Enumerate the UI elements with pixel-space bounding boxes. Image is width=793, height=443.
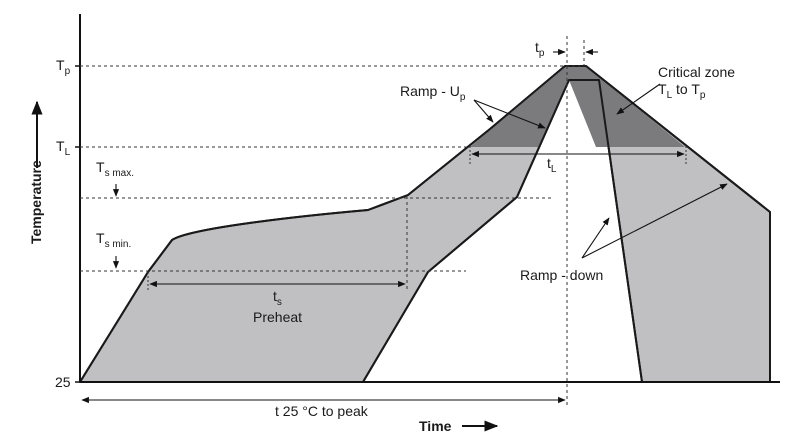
y-axis-title: Temperature (28, 160, 44, 244)
rampup-leader-1 (473, 99, 494, 123)
label-tp: Tp (56, 57, 71, 77)
label-time-to-peak: t 25 °C to peak (275, 403, 369, 419)
profile-upper-edge (79, 65, 771, 383)
label-ramp-down: Ramp - down (520, 267, 603, 283)
label-ts-max: Ts max. (96, 159, 134, 179)
rampdown-leader-2 (581, 183, 728, 259)
profile-inner-edge (362, 79, 643, 383)
rampup-leader-2 (473, 99, 546, 129)
label-ramp-up: Ramp - Up (400, 83, 466, 103)
label-preheat: Preheat (253, 309, 302, 325)
profile-band (79, 65, 771, 383)
critical-leader (616, 83, 661, 115)
critical-zone (470, 66, 685, 147)
label-critical-zone-1: Critical zone (658, 64, 735, 80)
label-critical-zone-2: TL to Tp (658, 81, 706, 101)
label-ts-min: Ts min. (96, 230, 131, 250)
label-ts-duration: ts (273, 288, 282, 308)
rampdown-leader-1 (581, 217, 610, 259)
x-axis-title: Time (419, 418, 452, 434)
label-tl: TL (56, 138, 71, 158)
label-tl-duration: tL (547, 155, 557, 175)
label-25: 25 (55, 374, 71, 390)
label-tp-duration: tp (535, 39, 545, 59)
